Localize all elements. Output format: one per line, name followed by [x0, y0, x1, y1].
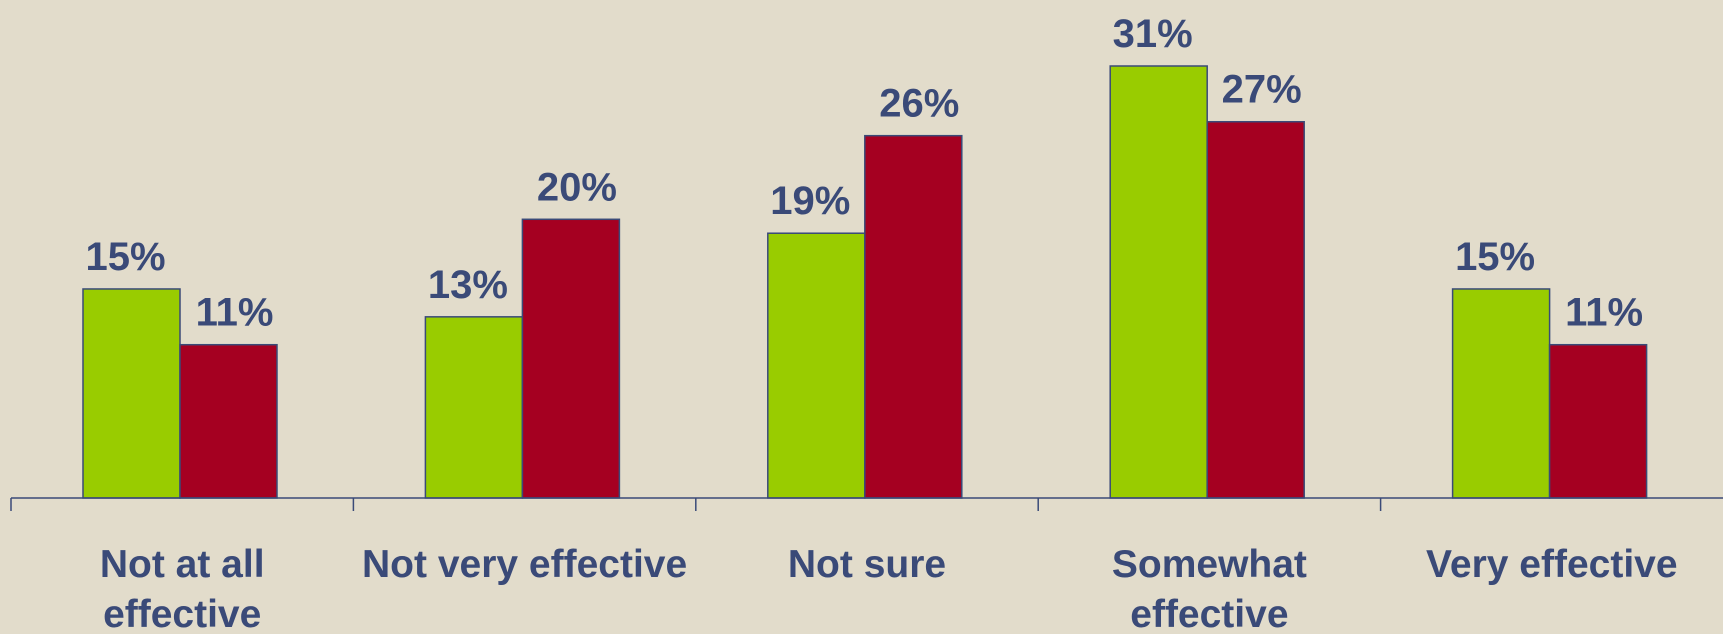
category-label-line: Not at all	[100, 543, 265, 586]
value-label-series-1-3: 19%	[770, 179, 850, 223]
bar-series-1-2	[424, 316, 524, 499]
value-labels-layer: 15% 13% 19% 31% 15% 11% 20% 26% 27% 11%	[85, 12, 1643, 335]
bar-series-1-3	[767, 232, 866, 499]
category-label-5: Very effective	[1426, 543, 1678, 586]
bar-series-2-2	[521, 218, 621, 499]
value-label-series-2-5: 11%	[1565, 291, 1643, 335]
bar-series-2-4	[1206, 120, 1305, 499]
bar-series-1-1	[82, 288, 181, 499]
value-label-series-1-2: 13%	[428, 263, 508, 307]
bar-series-1-5	[1451, 288, 1551, 499]
bar-series-2-1	[179, 343, 278, 499]
category-label-4: Somewhat effective	[1112, 543, 1307, 634]
category-label-1: Not at all effective	[100, 543, 265, 634]
bars-layer	[82, 65, 1648, 499]
category-label-line: Not sure	[788, 543, 946, 586]
category-label-line: Not very effective	[362, 543, 687, 586]
value-label-series-1-5: 15%	[1455, 235, 1535, 279]
category-label-line: Somewhat	[1112, 543, 1307, 586]
value-label-series-1-1: 15%	[85, 235, 165, 279]
bar-series-1-4	[1109, 65, 1208, 499]
x-axis	[10, 497, 1723, 511]
value-label-series-2-2: 20%	[537, 165, 617, 209]
category-label-2: Not very effective	[362, 543, 687, 586]
value-label-series-2-3: 26%	[879, 82, 959, 126]
category-label-line: effective	[103, 593, 261, 634]
value-label-series-1-4: 31%	[1113, 12, 1193, 56]
category-label-line: Very effective	[1426, 543, 1678, 586]
value-label-series-2-1: 11%	[196, 291, 274, 335]
bar-series-2-5	[1548, 343, 1648, 499]
value-label-series-2-4: 27%	[1222, 68, 1302, 112]
category-label-3: Not sure	[788, 543, 946, 586]
category-label-line: effective	[1130, 593, 1288, 634]
category-labels-layer: Not at all effective Not very effective Not…	[100, 543, 1678, 634]
bar-series-2-3	[864, 134, 963, 499]
